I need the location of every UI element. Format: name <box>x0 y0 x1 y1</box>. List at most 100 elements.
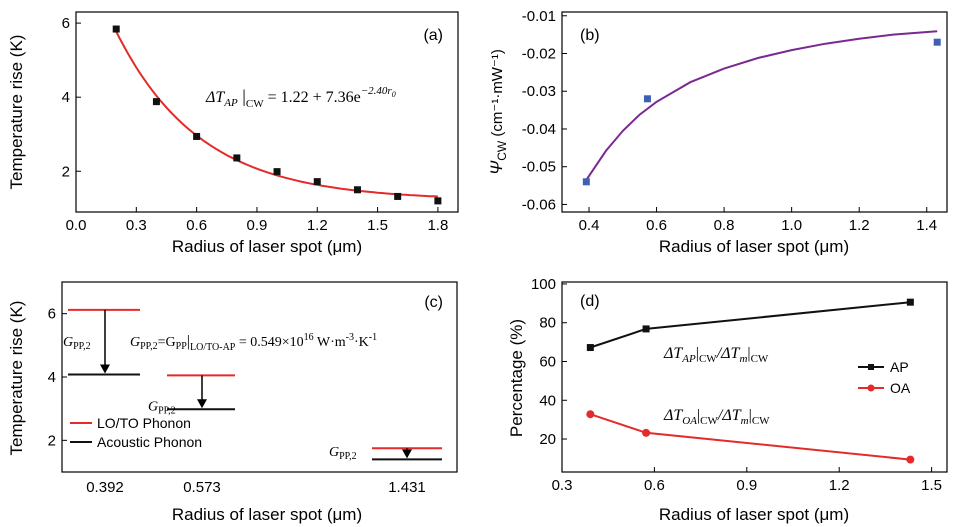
data-marks: GPP,2 0.392 GPP,2 0.573 GPP,2 1.431 <box>63 308 442 496</box>
x-tick-label: 1.2 <box>849 217 870 234</box>
gpp-label: GPP,2 <box>148 399 176 416</box>
legend-marker-ap <box>868 364 874 370</box>
panel-a: 0.0 0.3 0.6 0.9 1.2 1.5 1.8 2 4 6 (a) Radius of l… <box>7 11 459 256</box>
data-point <box>906 298 914 306</box>
panel-b: 0.4 0.6 0.8 1.0 1.2 1.4 -0.06 -0.05 -0.04 -0.03 -0… <box>487 8 948 256</box>
transfer-arrow-head <box>402 449 412 459</box>
x-tick-label: 1.2 <box>307 217 328 234</box>
y-tick-label: 6 <box>48 306 56 323</box>
x-tick-label: 0.6 <box>646 217 667 234</box>
legend: LO/TO Phonon Acoustic Phonon <box>70 415 202 450</box>
annotation-ap-ratio: ΔTAP|CW/ΔTm|CW <box>663 345 769 365</box>
fit-equation: ΔTAP |CW = 1.22 + 7.36e−2.40r0 <box>205 85 396 110</box>
data-point <box>233 154 241 162</box>
x-tick-label: 0.0 <box>66 217 87 234</box>
x-tick-label: 0.4 <box>579 217 600 234</box>
x-tick-label: 1.431 <box>388 479 426 496</box>
plot-frame <box>561 11 948 213</box>
data-point <box>582 178 590 186</box>
data-point <box>586 344 594 352</box>
y-tick-label: 20 <box>539 431 556 448</box>
panel-d: 0.3 0.6 0.9 1.2 1.5 20 40 60 80 100 (d) Radius of… <box>507 276 948 524</box>
data-point <box>193 132 201 140</box>
x-tick-label: 0.6 <box>644 477 665 494</box>
gpp-label: GPP,2 <box>63 335 91 352</box>
y-tick-label: -0.02 <box>522 46 556 63</box>
y-tick-label: 60 <box>539 353 556 370</box>
y-tick-label: 80 <box>539 315 556 332</box>
x-tick-label: 1.0 <box>781 217 802 234</box>
y-axis-label: Percentage (%) <box>507 319 526 437</box>
data-point <box>933 38 941 46</box>
panel-label: (b) <box>580 27 600 44</box>
data-point <box>152 98 160 106</box>
x-tick-label: 0.9 <box>736 477 757 494</box>
x-axis-label: Radius of laser spot (μm) <box>659 237 849 256</box>
transfer-arrow-head <box>100 364 110 374</box>
x-tick-label: 0.3 <box>552 477 573 494</box>
data-marks <box>582 30 941 186</box>
transfer-arrow-head <box>197 399 207 409</box>
plot-frame <box>75 11 459 213</box>
series-line-ap <box>589 301 911 349</box>
data-point <box>434 197 442 205</box>
y-tick-label: 100 <box>531 276 556 293</box>
panel-label: (a) <box>423 27 443 44</box>
panel-label: (c) <box>424 294 443 311</box>
panel-label: (d) <box>580 293 600 310</box>
x-tick-label: 0.392 <box>86 479 124 496</box>
x-tick-label: 0.9 <box>247 217 268 234</box>
x-tick-label: 1.2 <box>829 477 850 494</box>
plot-frame <box>561 281 948 473</box>
data-marks <box>112 25 442 205</box>
legend-label-ap: AP <box>890 359 909 375</box>
x-tick-label: 1.8 <box>427 217 448 234</box>
data-point <box>313 178 321 186</box>
y-axis-label: Temperature rise (K) <box>7 301 26 456</box>
fit-curve <box>585 30 938 181</box>
x-tick-label: 1.5 <box>921 477 942 494</box>
fit-curve <box>115 31 438 198</box>
x-tick-label: 0.3 <box>126 217 147 234</box>
legend-marker-oa <box>867 384 875 392</box>
y-tick-label: -0.04 <box>522 121 556 138</box>
x-tick-label: 0.6 <box>186 217 207 234</box>
x-tick-label: 1.5 <box>367 217 388 234</box>
y-axis-label: ΨCW (cm⁻¹·mW⁻¹) <box>487 49 509 175</box>
y-tick-label: 6 <box>62 15 70 32</box>
data-point <box>906 455 915 464</box>
panel-c: 2 4 6 GPP,2 0.392 GPP,2 0.573 GPP,2 1.431 (c) R… <box>7 281 458 524</box>
x-axis-label: Radius of laser spot (μm) <box>172 237 362 256</box>
axis-ticks: 0.0 0.3 0.6 0.9 1.2 1.5 1.8 2 4 6 <box>62 15 449 234</box>
data-point <box>112 25 120 33</box>
gpp-equation: GPP,2=GPP|LO/TO-AP = 0.549×1016 W·m-3·K-… <box>130 332 377 353</box>
x-tick-label: 1.4 <box>916 217 937 234</box>
y-tick-label: 4 <box>48 369 56 386</box>
data-point <box>273 168 281 176</box>
data-point <box>394 192 402 200</box>
y-tick-label: -0.06 <box>522 196 556 213</box>
data-point <box>643 95 651 103</box>
legend-label-lo-to: LO/TO Phonon <box>97 415 191 431</box>
x-tick-label: 0.573 <box>183 479 221 496</box>
data-point <box>642 428 651 437</box>
y-tick-label: -0.05 <box>522 159 556 176</box>
legend-label-oa: OA <box>890 380 911 396</box>
x-axis-label: Radius of laser spot (μm) <box>659 505 849 524</box>
gpp-label: GPP,2 <box>329 445 357 462</box>
legend: AP OA <box>858 359 911 396</box>
x-axis-label: Radius of laser spot (μm) <box>172 505 362 524</box>
y-tick-label: -0.01 <box>522 8 556 25</box>
y-tick-label: 2 <box>48 432 56 449</box>
y-tick-label: -0.03 <box>522 83 556 100</box>
axis-ticks: 2 4 6 <box>48 306 67 449</box>
x-tick-label: 0.8 <box>714 217 735 234</box>
data-point <box>353 186 361 194</box>
annotation-oa-ratio: ΔTOA|CW/ΔTm|CW <box>663 407 770 427</box>
y-tick-label: 40 <box>539 392 556 409</box>
data-point <box>586 410 595 419</box>
data-point <box>642 325 650 333</box>
y-tick-label: 4 <box>62 89 70 106</box>
axis-ticks: 0.4 0.6 0.8 1.0 1.2 1.4 -0.06 -0.05 -0.04 -0.03 -0… <box>522 8 937 234</box>
